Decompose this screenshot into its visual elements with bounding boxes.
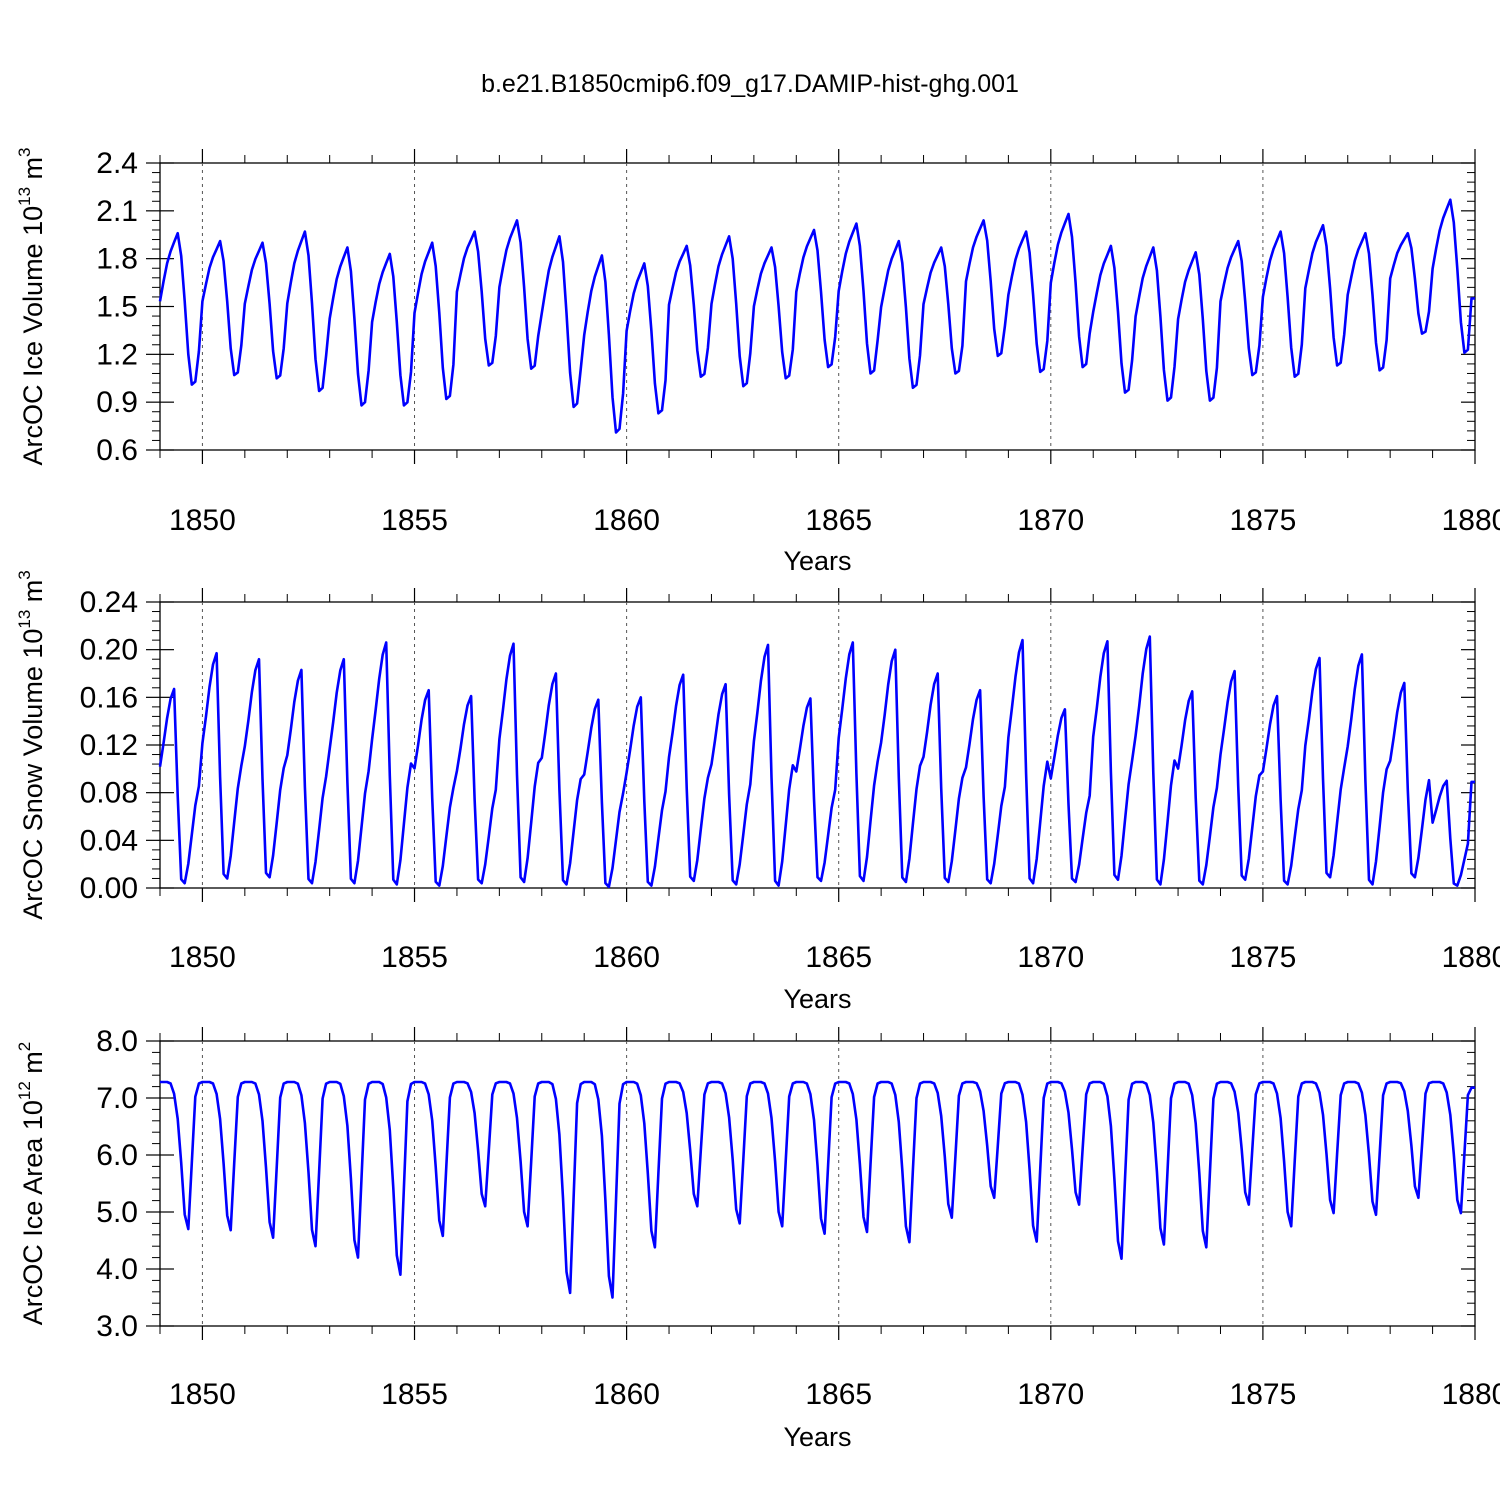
x-tick-label: 1850 [169, 1378, 236, 1411]
y-tick-label: 1.2 [96, 338, 138, 371]
series-line [158, 198, 1475, 434]
plot-frame [159, 162, 1476, 451]
y-tick-label: 0.24 [80, 586, 138, 619]
y-tick-label: 7.0 [96, 1082, 138, 1115]
y-tick-label: 4.0 [96, 1253, 138, 1286]
x-tick-label: 1855 [381, 504, 448, 537]
x-tick-label: 1855 [381, 1378, 448, 1411]
x-tick-label: 1870 [1017, 504, 1084, 537]
x-axis-label: Years [783, 984, 851, 1014]
y-tick-label: 0.20 [80, 634, 138, 667]
x-tick-label: 1850 [169, 941, 236, 974]
x-tick-label: 1860 [593, 941, 660, 974]
y-tick-label: 3.0 [96, 1310, 138, 1343]
x-tick-label: 1865 [805, 941, 872, 974]
x-tick-label: 1875 [1230, 1378, 1297, 1411]
x-axis-label: Years [783, 546, 851, 576]
x-tick-label: 1875 [1230, 504, 1297, 537]
x-tick-label: 1865 [805, 504, 872, 537]
y-tick-label: 0.00 [80, 872, 138, 905]
y-axis-label: ArcOC Ice Volume 1013 m3 [15, 147, 48, 465]
x-tick-label: 1865 [805, 1378, 872, 1411]
x-tick-label: 1850 [169, 504, 236, 537]
series-line [160, 1080, 1475, 1299]
series-line [158, 635, 1475, 889]
chart-main-title: b.e21.B1850cmip6.f09_g17.DAMIP-hist-ghg.… [481, 70, 1019, 98]
y-tick-label: 0.9 [96, 386, 138, 419]
plot-frame [159, 1040, 1476, 1327]
x-tick-label: 1875 [1230, 941, 1297, 974]
y-tick-label: 0.6 [96, 434, 138, 467]
x-tick-label: 1870 [1017, 941, 1084, 974]
y-tick-label: 6.0 [96, 1139, 138, 1172]
x-tick-label: 1860 [593, 504, 660, 537]
y-tick-label: 8.0 [96, 1025, 138, 1058]
y-tick-label: 5.0 [96, 1196, 138, 1229]
x-axis-label: Years [783, 1422, 851, 1452]
y-tick-label: 1.5 [96, 291, 138, 324]
y-tick-label: 2.4 [96, 147, 138, 180]
y-tick-label: 1.8 [96, 243, 138, 276]
y-tick-label: 0.04 [80, 824, 138, 857]
x-tick-label: 1870 [1017, 1378, 1084, 1411]
y-tick-label: 0.16 [80, 681, 138, 714]
x-tick-label: 1855 [381, 941, 448, 974]
y-axis-label: ArcOC Ice Area 1012 m2 [15, 1042, 48, 1326]
y-tick-label: 2.1 [96, 195, 138, 228]
y-axis-label: ArcOC Snow Volume 1013 m3 [15, 570, 48, 920]
x-tick-label: 1860 [593, 1378, 660, 1411]
y-tick-label: 0.08 [80, 777, 138, 810]
y-tick-label: 0.12 [80, 729, 138, 762]
